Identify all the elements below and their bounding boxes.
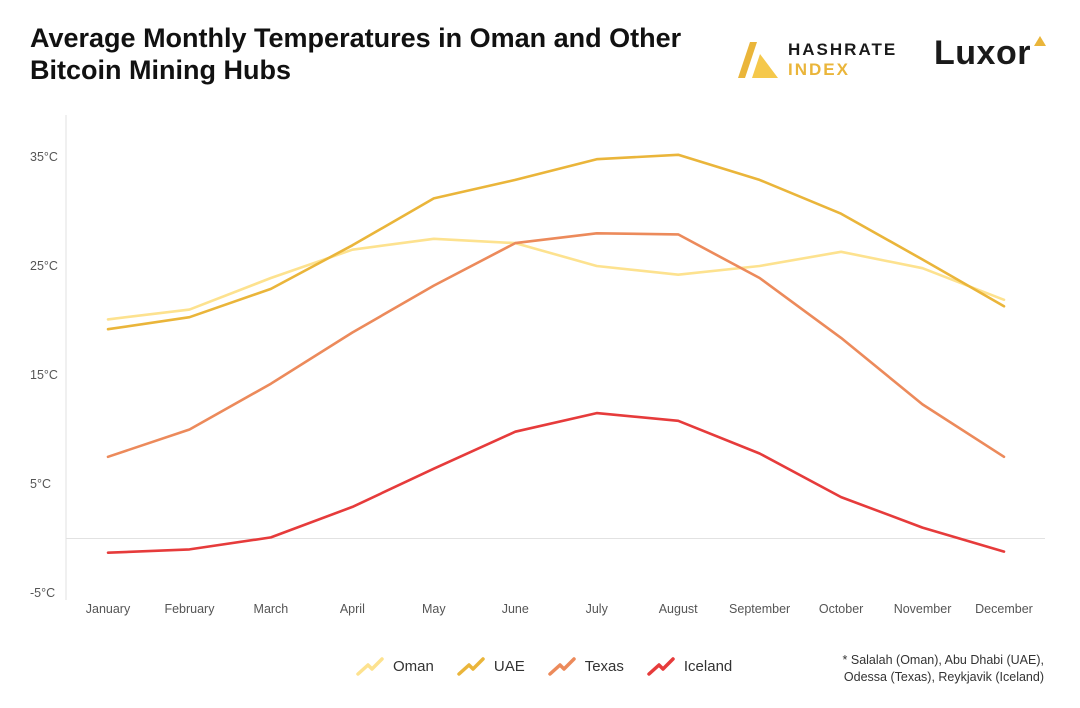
y-tick-label: 5°C [30,477,51,491]
index-wordmark: INDEX [788,60,850,79]
chart-title: Average Monthly Temperatures in Oman and… [30,23,682,85]
series-line-iceland [106,411,1006,555]
hashrate-mark-icon [738,42,778,78]
x-tick-label: July [586,602,609,616]
chart-legend: Oman UAE Texas Iceland [355,655,754,677]
y-tick-label: 25°C [30,259,58,273]
legend-item-texas: Texas [547,655,624,677]
legend-label: Iceland [683,657,733,675]
x-tick-label: June [502,602,529,616]
x-tick-label: January [86,602,131,616]
x-tick-label: May [422,602,446,616]
x-tick-label: December [975,602,1033,616]
legend-swatch-icon [547,657,576,676]
legend-swatch-icon [647,657,675,676]
x-tick-label: March [254,602,289,616]
series-line-texas [106,232,1006,459]
legend-item-oman: Oman [355,655,434,677]
x-tick-label: February [164,602,215,616]
luxor-wordmark: Luxor [934,34,1031,72]
series-layer [106,153,1006,555]
legend-label: Oman [393,657,434,675]
labels-layer: 35°C 25°C 15°C 5°C -5°C January February March A… [30,150,1033,616]
series-line-oman [106,237,1006,321]
legend-item-uae: UAE [456,655,525,677]
x-tick-label: September [729,602,790,616]
x-tick-label: October [819,602,863,616]
series-line-uae [106,153,1006,331]
legend-swatch-icon [356,657,384,676]
x-tick-label: November [894,602,952,616]
y-tick-label: -5°C [30,586,55,600]
hashrate-wordmark: HASHRATE [788,40,898,59]
y-tick-label: 35°C [30,150,58,164]
legend-swatch-icon [457,657,485,676]
luxor-triangle-icon [1033,36,1046,46]
x-tick-label: April [340,602,365,616]
x-tick-label: August [659,602,698,616]
legend-label: UAE [493,657,525,675]
hashrate-index-logo: HASHRATE INDEX [738,40,897,80]
legend-label: Texas [584,657,624,675]
legend-item-iceland: Iceland [646,655,732,677]
chart-axes [65,115,1045,600]
y-tick-label: 15°C [30,368,58,382]
luxor-logo: Luxor [934,34,1046,73]
footnote: * Salalah (Oman), Abu Dhabi (UAE), Odess… [842,653,1044,684]
